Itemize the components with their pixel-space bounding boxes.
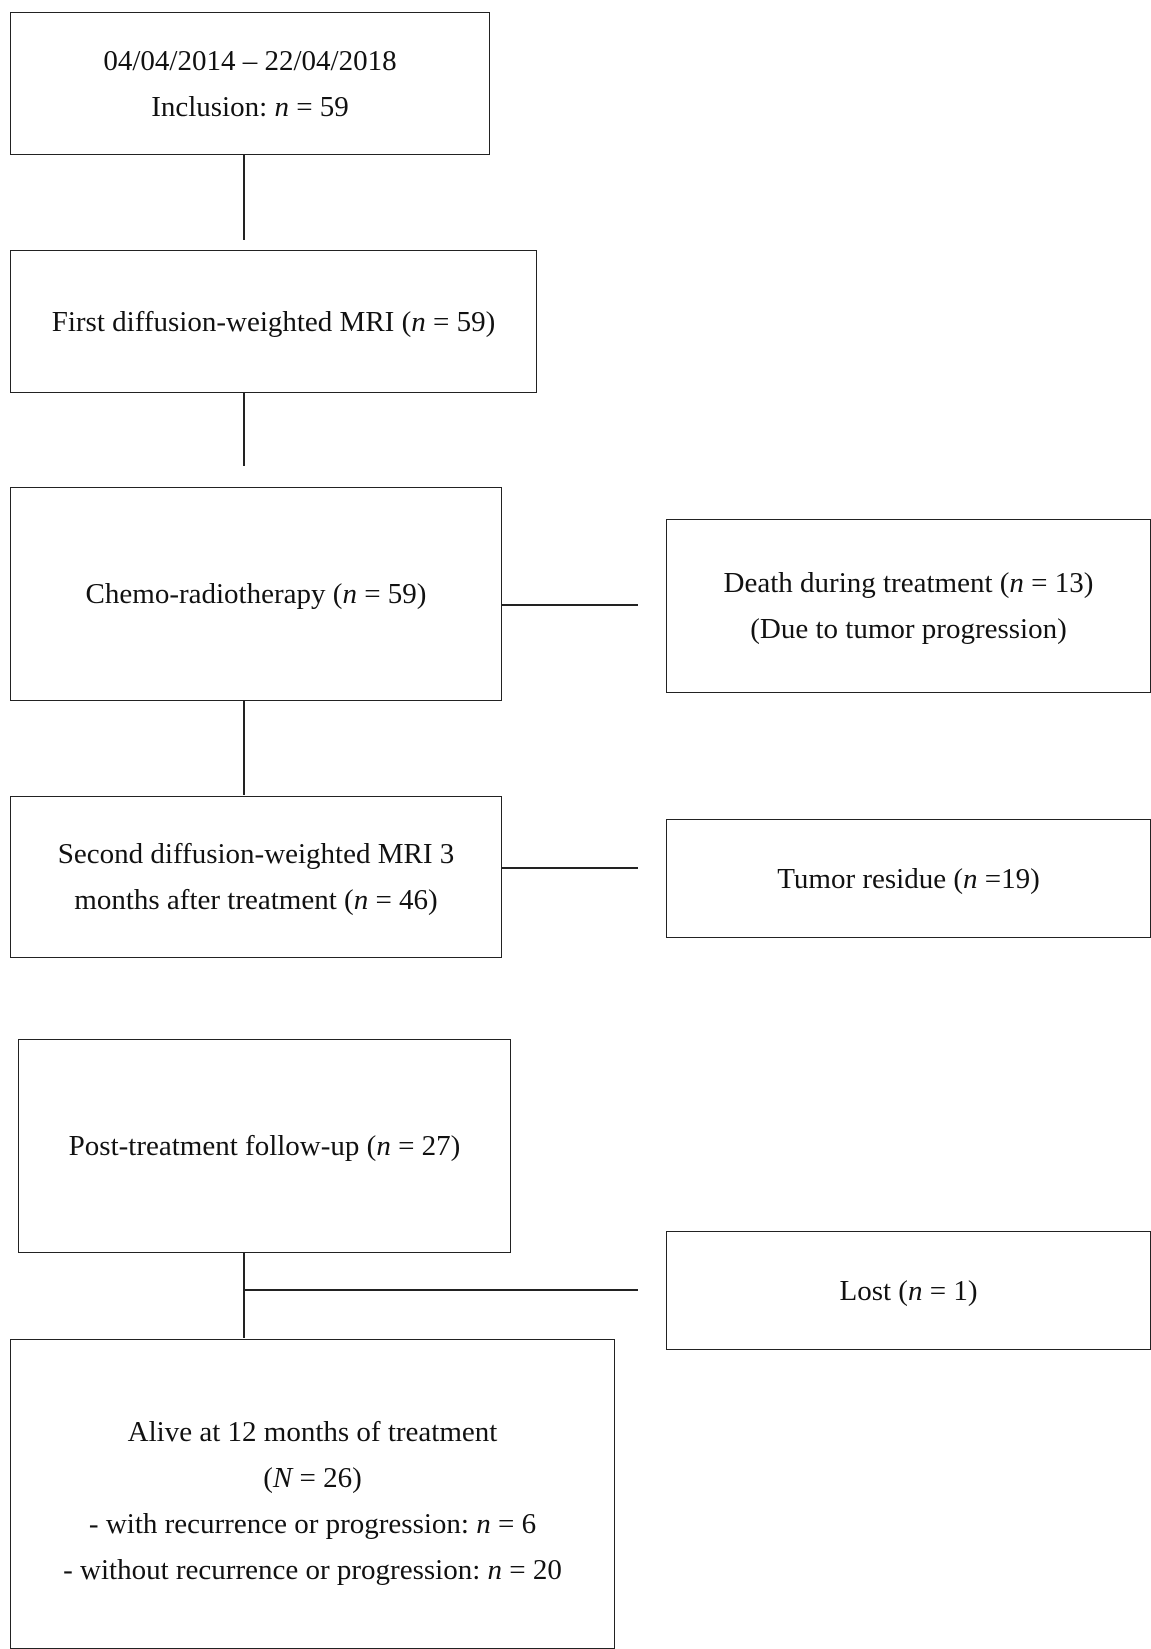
alive-title: Alive at 12 months of treatment <box>127 1416 498 1448</box>
connector-second-mri-residue <box>478 867 638 869</box>
n-variable: n <box>342 578 357 610</box>
with-recurrence-text: - with recurrence or progression: <box>88 1508 477 1540</box>
alive-with-recurrence: - with recurrence or progression: n = 6 <box>89 1501 536 1547</box>
connector-chemo-second-mri <box>243 700 245 795</box>
first-mri-label: First diffusion-weighted MRI (n = 59) <box>52 299 496 345</box>
n-variable: n <box>476 1508 491 1540</box>
inclusion-count: Inclusion: n = 59 <box>151 84 349 130</box>
lost-text: Lost ( <box>839 1274 908 1307</box>
with-recurrence-value: = 6 <box>490 1508 537 1540</box>
death-box: Death during treatment (n = 13) (Due to … <box>666 519 1151 693</box>
followup-text: Post-treatment follow-up ( <box>68 1130 377 1162</box>
inclusion-label: Inclusion: <box>151 90 275 123</box>
inclusion-box: 04/04/2014 – 22/04/2018 Inclusion: n = 5… <box>10 12 490 155</box>
death-text: Death during treatment ( <box>723 567 1010 599</box>
death-reason: (Due to tumor progression) <box>750 613 1067 645</box>
second-mri-text: months after treatment ( <box>74 884 354 916</box>
residue-label: Tumor residue (n =19) <box>777 856 1040 902</box>
n-variable: n <box>963 862 978 895</box>
alive-total: (N = 26) <box>263 1455 362 1501</box>
chemo-label: Chemo-radiotherapy (n = 59) <box>86 571 427 617</box>
n-variable: n <box>1009 567 1024 599</box>
n-variable: n <box>411 305 426 338</box>
chemo-text: Chemo-radiotherapy ( <box>85 578 343 610</box>
alive-box: Alive at 12 months of treatment (N = 26)… <box>10 1339 615 1649</box>
connector-followup-alive <box>243 1248 245 1338</box>
second-mri-line2: months after treatment (n = 46) <box>74 877 437 923</box>
death-value: = 13) <box>1023 567 1094 599</box>
lost-box: Lost (n = 1) <box>666 1231 1151 1350</box>
residue-text: Tumor residue ( <box>777 862 964 895</box>
first-mri-box: First diffusion-weighted MRI (n = 59) <box>10 250 537 393</box>
death-label: Death during treatment (n = 13) <box>724 560 1094 606</box>
alive-total-value: = 26) <box>292 1462 362 1494</box>
inclusion-value: = 59 <box>288 90 349 123</box>
second-mri-value: = 46) <box>368 884 438 916</box>
n-variable: n <box>907 1274 923 1307</box>
chemo-box: Chemo-radiotherapy (n = 59) <box>10 487 502 701</box>
connector-first-mri-chemo <box>243 376 245 466</box>
lost-label: Lost (n = 1) <box>840 1268 978 1314</box>
lost-value: = 1) <box>922 1274 978 1307</box>
residue-box: Tumor residue (n =19) <box>666 819 1151 938</box>
followup-label: Post-treatment follow-up (n = 27) <box>69 1123 461 1169</box>
connector-followup-lost <box>243 1289 638 1291</box>
connector-chemo-death <box>478 604 638 606</box>
alive-total-open: ( <box>263 1462 273 1494</box>
inclusion-dates: 04/04/2014 – 22/04/2018 <box>103 44 397 77</box>
n-variable: n <box>353 884 369 916</box>
second-mri-box: Second diffusion-weighted MRI 3 months a… <box>10 796 502 958</box>
second-mri-line1: Second diffusion-weighted MRI 3 <box>57 838 455 870</box>
followup-value: = 27) <box>390 1130 461 1162</box>
n-variable: n <box>487 1554 503 1586</box>
without-recurrence-text: - without recurrence or progression: <box>63 1554 488 1586</box>
followup-box: Post-treatment follow-up (n = 27) <box>18 1039 511 1253</box>
first-mri-text: First diffusion-weighted MRI ( <box>51 305 412 338</box>
n-variable: n <box>376 1130 391 1162</box>
residue-value: =19) <box>977 862 1040 895</box>
n-variable: n <box>274 90 289 123</box>
first-mri-value: = 59) <box>425 305 496 338</box>
alive-without-recurrence: - without recurrence or progression: n =… <box>63 1547 562 1593</box>
chemo-value: = 59) <box>356 578 427 610</box>
N-variable: N <box>272 1462 293 1494</box>
without-recurrence-value: = 20 <box>502 1554 562 1586</box>
connector-inclusion-first-mri <box>243 150 245 240</box>
